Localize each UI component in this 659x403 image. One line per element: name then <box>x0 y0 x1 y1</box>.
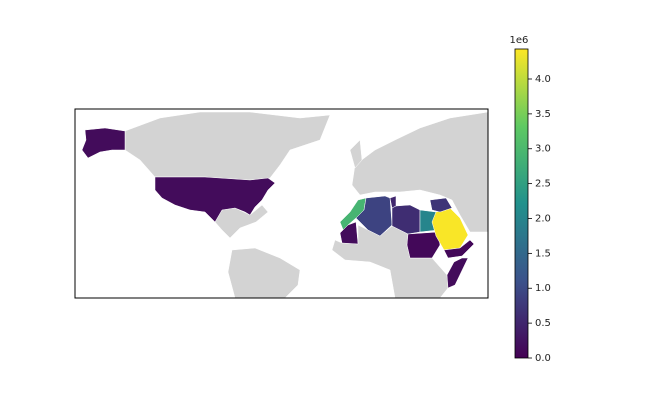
region <box>81 127 276 223</box>
colorbar-tick-label: 0.5 <box>535 318 551 329</box>
colorbar-offset-label: 1e6 <box>510 35 529 46</box>
region <box>339 221 359 245</box>
colorbar <box>514 48 529 359</box>
colorbar-tick-label: 2.5 <box>535 179 551 190</box>
land <box>227 247 301 298</box>
colorbar-tick-label: 1.0 <box>535 283 551 294</box>
colorbar-tick-label: 2.0 <box>535 213 551 224</box>
region <box>429 197 453 213</box>
land <box>351 111 488 233</box>
colorbar-tick-label: 4.0 <box>535 74 551 85</box>
map-frame <box>74 108 489 299</box>
region <box>443 239 475 259</box>
region <box>446 257 469 289</box>
land <box>349 139 363 169</box>
colorbar-tick-label: 3.0 <box>535 144 551 155</box>
colorbar-tick-label: 3.5 <box>535 109 551 120</box>
region <box>355 195 393 237</box>
map <box>75 109 488 298</box>
region <box>391 204 421 235</box>
colorbar-tick-label: 0.0 <box>535 353 551 364</box>
colorbar-tick-label: 1.5 <box>535 248 551 259</box>
land <box>124 111 331 181</box>
